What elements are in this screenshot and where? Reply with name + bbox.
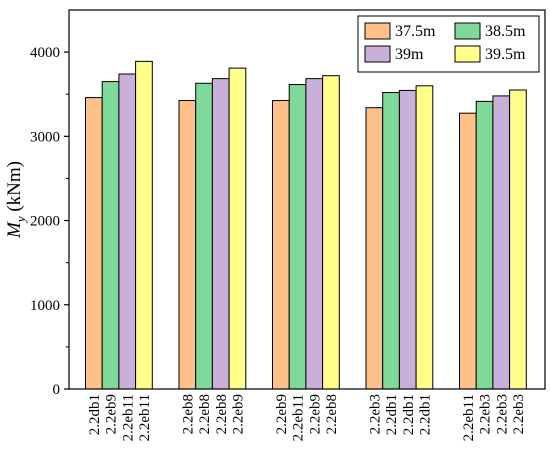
legend-swatch (454, 45, 481, 63)
category-label: 2.2db1 (417, 394, 433, 435)
category-label: 2.2db1 (87, 394, 103, 435)
y-tick-label: 0 (53, 382, 61, 398)
bar (85, 97, 103, 390)
category-label: 2.2eb3 (367, 394, 383, 434)
y-axis-ticks: 0 1000 2000 3000 4000 (30, 45, 69, 398)
y-tick-label: 4000 (30, 45, 60, 61)
bar (228, 67, 247, 390)
bar (322, 75, 340, 390)
category-label: 2.2eb11 (461, 394, 477, 441)
x-axis-category-labels: 2.2db1 2.2eb9 2.2eb11 2.2eb11 2.2eb8 2.2eb8 2.… (87, 394, 527, 441)
legend-label: 37.5m (395, 23, 436, 40)
bar (178, 100, 197, 390)
category-label: 2.2db1 (384, 394, 400, 435)
bar (305, 78, 324, 390)
bar (492, 95, 511, 390)
y-tick-label: 1000 (30, 298, 60, 314)
y-axis-title-symbol: M (4, 221, 25, 239)
category-label: 2.2eb8 (180, 394, 196, 434)
bar (272, 100, 290, 390)
bar (211, 78, 230, 390)
legend-label: 38.5m (485, 23, 526, 40)
category-label: 2.2eb8 (324, 394, 340, 434)
legend-label: 39.5m (485, 46, 526, 63)
category-label: 2.2eb3 (478, 394, 494, 434)
category-label: 2.2eb9 (307, 394, 323, 434)
bar (415, 85, 434, 390)
legend-box (357, 15, 540, 73)
category-label: 2.2eb9 (230, 394, 246, 434)
category-label: 2.2eb11 (291, 394, 307, 441)
category-label: 2.2eb11 (137, 394, 153, 441)
category-label: 2.2eb9 (274, 394, 290, 434)
category-label: 2.2eb8 (214, 394, 230, 434)
legend-swatch (364, 45, 391, 63)
category-label: 2.2eb3 (494, 394, 510, 434)
y-tick-label: 2000 (30, 214, 60, 230)
legend-label: 39m (395, 46, 424, 63)
category-label: 2.2eb9 (104, 394, 120, 434)
bar (118, 73, 137, 390)
y-axis-title-unit: (kNm) (4, 161, 25, 216)
bar (509, 89, 527, 390)
bar (475, 100, 494, 390)
bar (398, 89, 417, 390)
category-label: 2.2eb3 (511, 394, 527, 434)
legend-swatch (454, 22, 481, 40)
category-label: 2.2eb11 (120, 394, 136, 441)
bar (382, 92, 400, 390)
bar (459, 112, 477, 390)
category-label: 2.2db1 (401, 394, 417, 435)
bar (101, 81, 120, 390)
y-tick-label: 3000 (30, 129, 60, 145)
bars (85, 60, 527, 390)
plot-frame (68, 9, 546, 390)
bar (365, 107, 384, 390)
y-axis-title: My (kNm) (4, 161, 28, 239)
bar (135, 60, 153, 390)
legend: 37.5m 38.5m 39m 39.5m (357, 15, 540, 73)
category-label: 2.2eb8 (197, 394, 213, 434)
legend-swatch (364, 22, 391, 40)
y-axis-title-subscript: y (13, 216, 28, 224)
bar (195, 82, 213, 390)
bar (288, 84, 307, 390)
